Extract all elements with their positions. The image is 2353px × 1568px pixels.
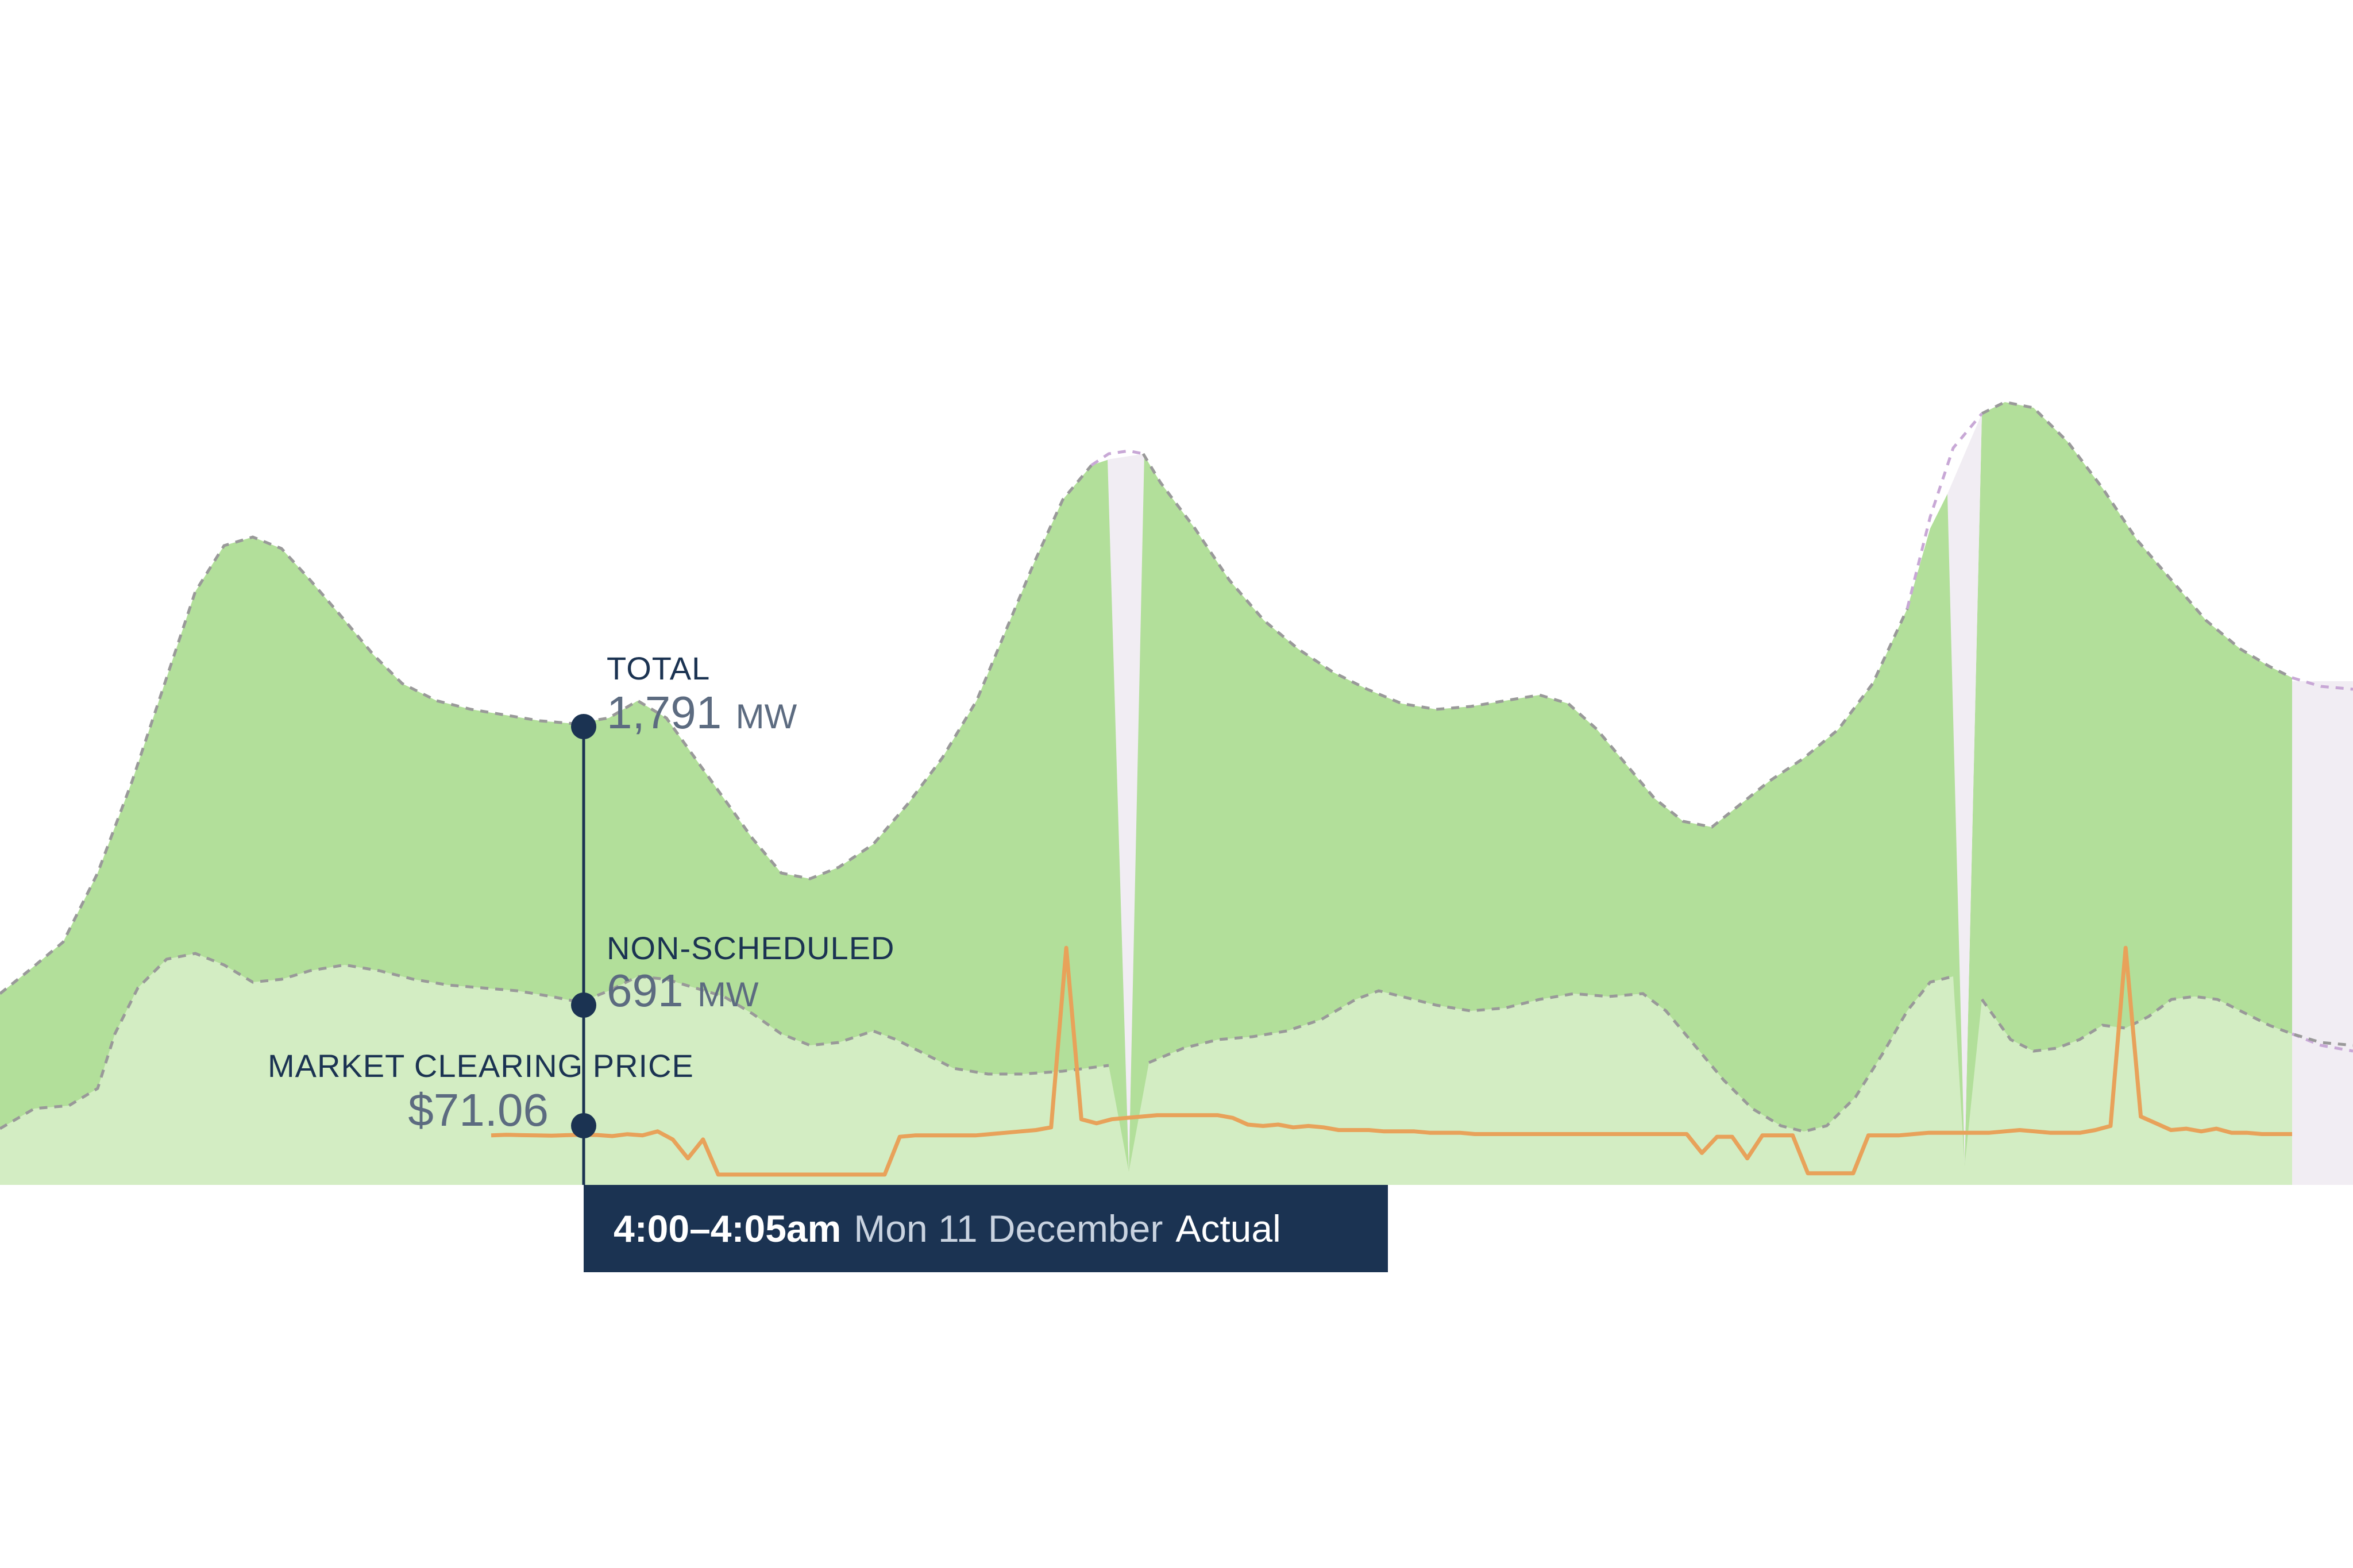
forecast-outline bbox=[1090, 412, 2353, 1053]
total-value-unit: MW bbox=[736, 697, 797, 736]
total-value: 1,791 MW bbox=[607, 687, 797, 738]
price-label: MARKET CLEARING PRICE bbox=[268, 1048, 694, 1084]
non-scheduled-marker bbox=[571, 992, 596, 1018]
total-value-number: 1,791 bbox=[607, 687, 722, 738]
time-date: Mon 11 December bbox=[854, 1207, 1163, 1250]
total-area bbox=[0, 402, 2292, 1185]
non-scheduled-value-unit: MW bbox=[697, 975, 759, 1014]
price-value: $71.06 bbox=[408, 1084, 549, 1136]
forecast-band bbox=[2292, 681, 2353, 1185]
non-scheduled-value: 691 MW bbox=[607, 965, 759, 1016]
non-scheduled-label: NON-SCHEDULED bbox=[607, 930, 895, 966]
gap-wedge-2 bbox=[1947, 414, 1982, 1166]
non-scheduled-outline bbox=[0, 952, 2353, 1133]
time-range: 4:00–4:05am bbox=[614, 1207, 842, 1250]
gap-wedge-1 bbox=[1108, 454, 1144, 1172]
price-line bbox=[491, 945, 2292, 1177]
total-marker bbox=[571, 714, 596, 739]
price-marker bbox=[571, 1113, 596, 1138]
time-tooltip: 4:00–4:05am Mon 11 December Actual bbox=[584, 1185, 1388, 1272]
total-outline bbox=[0, 400, 2293, 995]
time-type: Actual bbox=[1175, 1207, 1281, 1250]
non-scheduled-value-number: 691 bbox=[607, 965, 683, 1016]
total-label: TOTAL bbox=[607, 650, 710, 686]
